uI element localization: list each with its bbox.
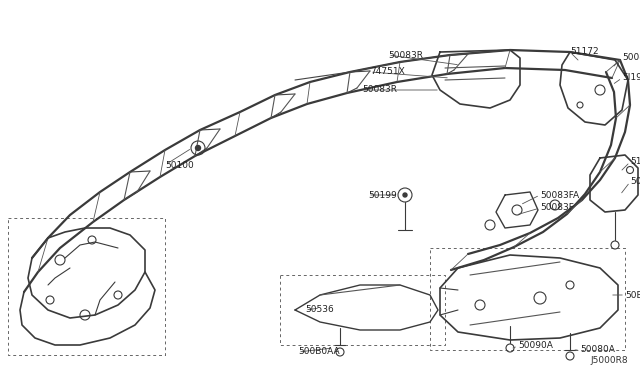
Text: 50199: 50199 bbox=[368, 190, 397, 199]
Text: 50090A: 50090A bbox=[518, 341, 553, 350]
Text: 50083FA: 50083FA bbox=[540, 190, 579, 199]
Text: 50081A: 50081A bbox=[630, 177, 640, 186]
Text: 50083R: 50083R bbox=[362, 86, 397, 94]
Text: J5000R8: J5000R8 bbox=[590, 356, 628, 365]
Text: 50536: 50536 bbox=[305, 305, 333, 314]
Text: 74751X: 74751X bbox=[370, 67, 404, 77]
Text: 50B10M: 50B10M bbox=[625, 291, 640, 299]
Text: 500B0AA: 500B0AA bbox=[298, 347, 340, 356]
Circle shape bbox=[195, 145, 200, 151]
Text: 50100: 50100 bbox=[165, 160, 194, 170]
Text: 51120: 51120 bbox=[630, 157, 640, 167]
Text: 50083F: 50083F bbox=[540, 203, 574, 212]
Text: 51172: 51172 bbox=[570, 48, 598, 57]
Text: 50083R: 50083R bbox=[388, 51, 423, 60]
Text: 5l19l: 5l19l bbox=[622, 74, 640, 83]
Text: 50081AB: 50081AB bbox=[622, 54, 640, 62]
Circle shape bbox=[403, 193, 407, 197]
Text: 50080A: 50080A bbox=[580, 346, 615, 355]
